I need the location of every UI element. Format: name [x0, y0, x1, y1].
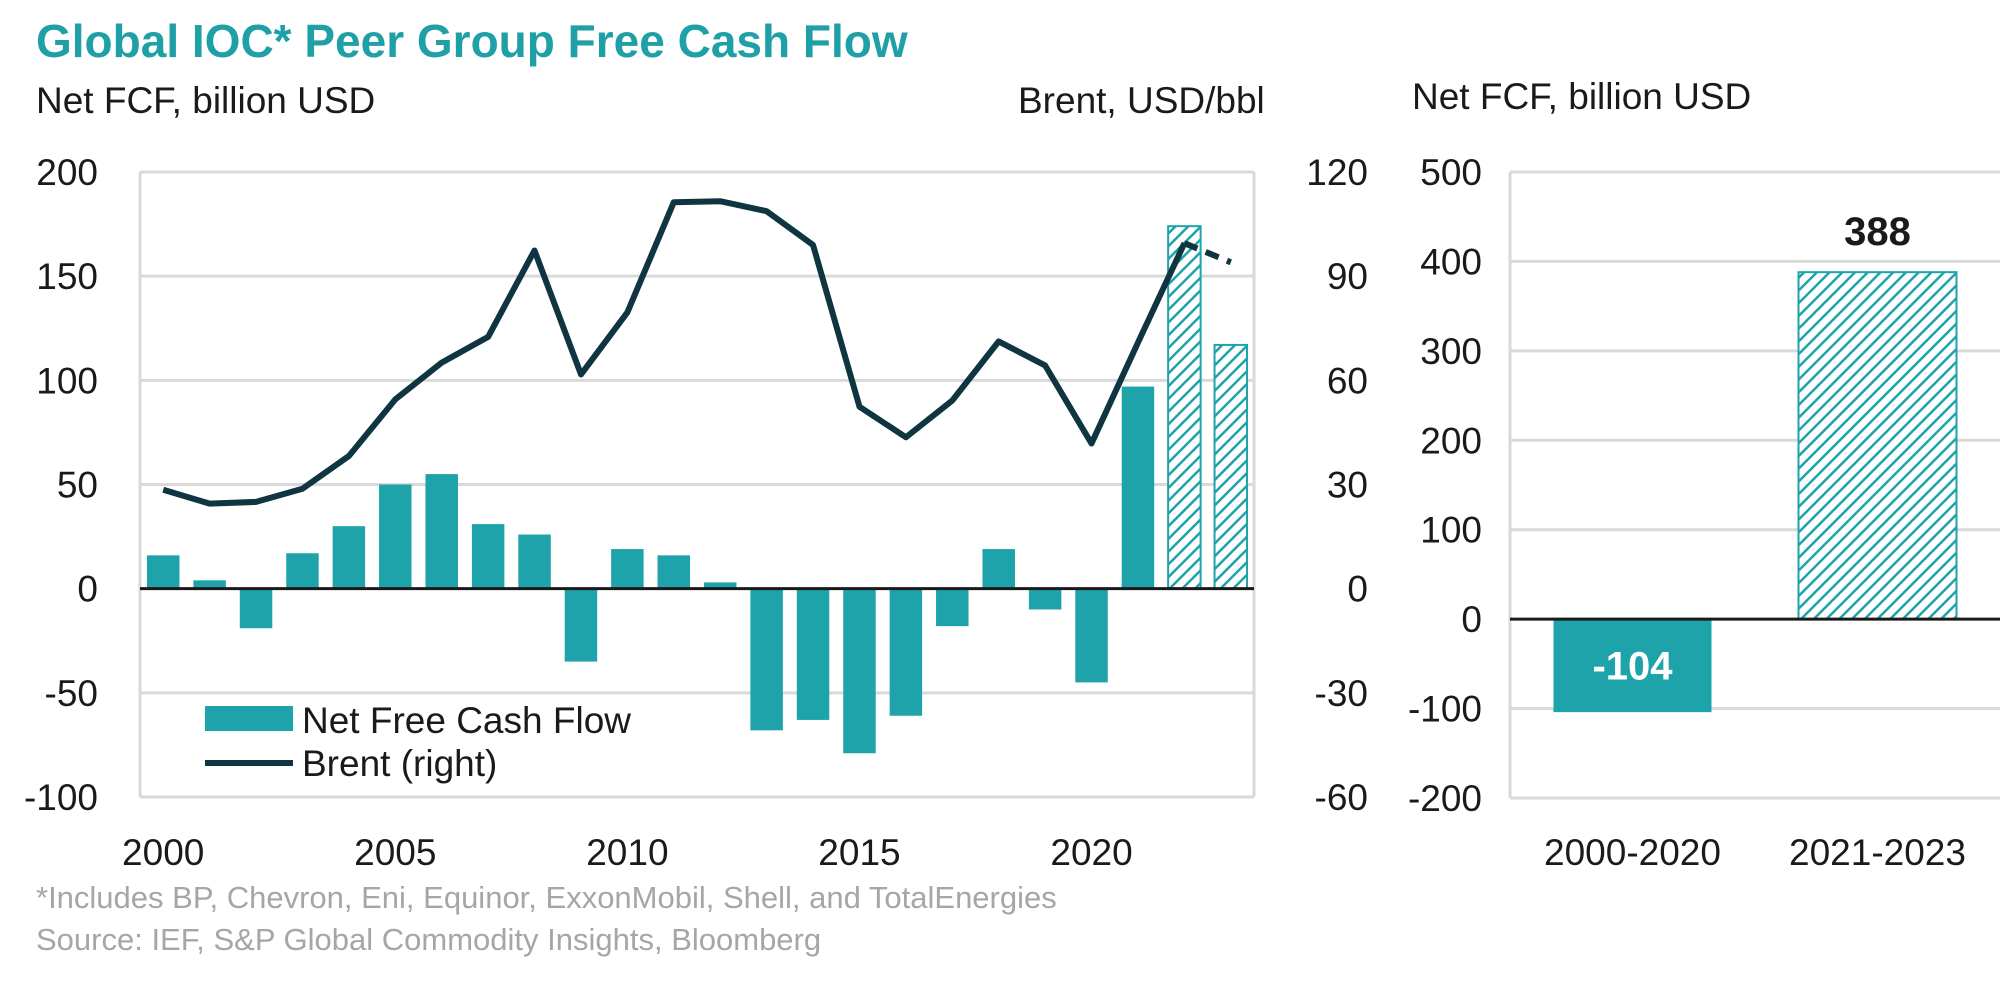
bar-net-fcf — [1167, 225, 1202, 590]
bar-net-fcf — [889, 588, 923, 716]
right-tick-label: 90 — [1327, 256, 1368, 297]
left-tick-label: 0 — [77, 569, 98, 610]
right-tick-label: 0 — [1347, 569, 1368, 610]
bar-net-fcf — [518, 534, 551, 589]
bar-net-fcf — [239, 588, 273, 629]
chart-title: Global IOC* Peer Group Free Cash Flow — [36, 15, 908, 67]
data-label: 388 — [1844, 210, 1911, 254]
x-tick-label: 2020 — [1050, 832, 1132, 873]
left-tick-label: 200 — [36, 152, 98, 193]
left-axis-title: Net FCF, billion USD — [36, 80, 376, 121]
bar-cumulative-fcf — [1797, 271, 1958, 621]
legend-swatch-fcf — [205, 706, 293, 731]
footnote: *Includes BP, Chevron, Eni, Equinor, Exx… — [36, 880, 1057, 915]
brent-line-projection — [1183, 240, 1232, 266]
category-label: 2000-2020 — [1544, 832, 1721, 873]
left-tick-label: -50 — [45, 673, 98, 714]
bar-net-fcf — [146, 555, 180, 589]
cumulative-tick-label: 200 — [1420, 420, 1482, 461]
bar-net-fcf — [1028, 588, 1062, 610]
category-label: 2021-2023 — [1789, 832, 1966, 873]
left-tick-label: 150 — [36, 256, 98, 297]
cumulative-tick-label: -200 — [1408, 778, 1482, 819]
bar-net-fcf — [193, 580, 226, 589]
bar-net-fcf — [564, 588, 598, 662]
left-tick-label: 50 — [57, 465, 98, 506]
x-tick-label: 2015 — [818, 832, 900, 873]
bar-net-fcf — [750, 588, 783, 731]
legend-label-fcf: Net Free Cash Flow — [302, 700, 631, 741]
bar-net-fcf — [332, 526, 366, 589]
bar-net-fcf — [611, 549, 644, 589]
legend-label-brent: Brent (right) — [302, 743, 497, 784]
data-label: -104 — [1592, 645, 1673, 689]
bar-net-fcf — [379, 484, 412, 589]
cumulative-tick-label: 400 — [1420, 241, 1482, 282]
right-axis-title: Brent, USD/bbl — [1018, 80, 1265, 121]
right-tick-label: 60 — [1327, 360, 1368, 401]
cumulative-axis-title: Net FCF, billion USD — [1412, 76, 1752, 117]
bar-cumulative-fcf — [1553, 619, 1712, 713]
cumulative-tick-label: 100 — [1420, 510, 1482, 551]
cumulative-tick-label: 500 — [1420, 152, 1482, 193]
bar-net-fcf — [796, 588, 830, 720]
bar-net-fcf — [703, 582, 737, 589]
cumulative-tick-label: -100 — [1408, 689, 1482, 730]
x-tick-label: 2010 — [586, 832, 668, 873]
x-tick-label: 2005 — [354, 832, 436, 873]
bar-net-fcf — [425, 474, 458, 589]
cumulative-tick-label: 300 — [1420, 331, 1482, 372]
brent-line — [162, 198, 1188, 507]
bar-net-fcf — [936, 588, 969, 627]
bar-net-fcf — [1121, 386, 1155, 589]
cumulative-tick-label: 0 — [1461, 599, 1482, 640]
left-tick-label: 100 — [36, 360, 98, 401]
right-tick-label: 30 — [1327, 465, 1368, 506]
bar-net-fcf — [657, 555, 691, 589]
bar-net-fcf — [1075, 588, 1108, 683]
bar-net-fcf — [286, 553, 319, 589]
right-tick-label: -30 — [1315, 673, 1368, 714]
bar-net-fcf — [471, 524, 505, 589]
right-tick-label: 120 — [1306, 152, 1368, 193]
source-note: Source: IEF, S&P Global Commodity Insigh… — [36, 922, 822, 957]
right-tick-label: -60 — [1315, 777, 1368, 818]
x-tick-label: 2000 — [122, 832, 204, 873]
bar-net-fcf — [1213, 343, 1249, 590]
bar-net-fcf — [843, 588, 876, 754]
left-tick-label: -100 — [24, 777, 98, 818]
bar-net-fcf — [982, 549, 1015, 589]
